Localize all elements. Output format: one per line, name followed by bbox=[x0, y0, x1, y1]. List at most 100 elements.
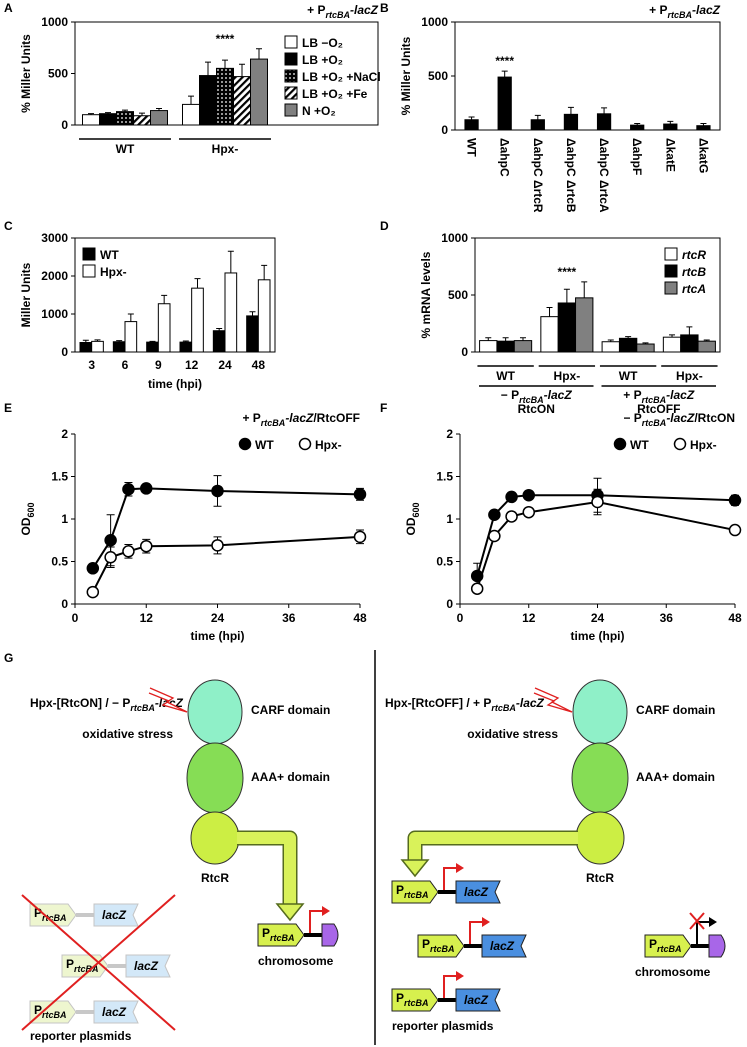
marker bbox=[104, 551, 117, 564]
error-bar bbox=[485, 337, 492, 341]
bar bbox=[662, 336, 682, 353]
supergroup-label: + PrtcBA-lacZ bbox=[623, 388, 695, 405]
text-part: OD bbox=[19, 517, 33, 535]
panel-letter: B bbox=[380, 1, 389, 15]
marker bbox=[122, 483, 135, 496]
error-bar bbox=[625, 336, 632, 339]
text-part: P bbox=[422, 937, 430, 951]
panel-letter: E bbox=[4, 401, 12, 415]
marker bbox=[488, 529, 501, 543]
gene-label: lacZ bbox=[134, 959, 159, 973]
marker bbox=[104, 534, 117, 547]
legend-label: WT bbox=[100, 248, 119, 262]
dna-binding-domain bbox=[575, 811, 625, 865]
legend-label: WT bbox=[630, 438, 649, 452]
x-tick-label: 48 bbox=[353, 611, 367, 625]
error-bar bbox=[139, 112, 145, 116]
gene bbox=[708, 934, 726, 958]
promoter-arrow bbox=[309, 910, 324, 933]
text-part: P bbox=[34, 906, 42, 920]
bar bbox=[530, 119, 545, 131]
y-tick-label: 1.5 bbox=[51, 470, 68, 484]
text-part: rtcBA bbox=[642, 418, 667, 428]
panel-letter: G bbox=[4, 651, 13, 665]
bar bbox=[224, 272, 238, 353]
legend-label: rtcR bbox=[682, 248, 706, 262]
promoter-arrowhead bbox=[482, 917, 490, 927]
connector bbox=[438, 890, 456, 894]
error-bar bbox=[703, 339, 710, 342]
text-part: -lacZ bbox=[516, 696, 545, 710]
supergroup-sublabel: RtcOFF bbox=[637, 402, 680, 416]
activation-arrowhead bbox=[275, 903, 305, 922]
category-label: ΔkatG bbox=[696, 138, 710, 173]
text-part: -lacZ bbox=[285, 411, 314, 425]
error-bar bbox=[156, 108, 162, 111]
marker bbox=[470, 569, 484, 583]
chart-header: + PrtcBA-lacZ bbox=[307, 3, 379, 20]
stress-bolt bbox=[148, 687, 188, 713]
supergroup-label: − PrtcBA-lacZ bbox=[501, 388, 573, 405]
y-tick-label: 0 bbox=[441, 123, 448, 137]
promoter-label: PrtcBA bbox=[396, 883, 429, 900]
text-part: -lacZ bbox=[666, 388, 695, 402]
domain-label: CARF domain bbox=[251, 703, 330, 717]
error-bar bbox=[227, 250, 234, 273]
promoter bbox=[257, 923, 305, 947]
text-part: P bbox=[262, 926, 270, 940]
category-label: ΔahpC bbox=[498, 138, 512, 177]
series-line bbox=[476, 494, 736, 577]
text-part: rtcBA bbox=[491, 703, 516, 713]
chart-header: + PrtcBA-lacZ/RtcOFF bbox=[242, 411, 360, 428]
y-tick-label: 1000 bbox=[41, 15, 68, 29]
text-part: − P bbox=[623, 411, 641, 425]
x-tick-label: 48 bbox=[728, 611, 742, 625]
category-label: Hpx- bbox=[554, 369, 581, 383]
marker bbox=[211, 484, 224, 498]
bar bbox=[79, 342, 93, 353]
error-bar bbox=[194, 278, 201, 289]
bar bbox=[618, 337, 638, 353]
legend-swatch bbox=[284, 86, 298, 100]
significance: **** bbox=[558, 265, 577, 279]
category-label: 48 bbox=[252, 358, 266, 372]
category-label: 24 bbox=[218, 358, 232, 372]
x-tick-label: 12 bbox=[140, 611, 154, 625]
bar bbox=[497, 76, 512, 131]
connector bbox=[691, 944, 709, 948]
error-bar bbox=[534, 114, 541, 120]
activation-arrow-outline bbox=[237, 830, 298, 905]
bar bbox=[596, 113, 612, 131]
marker bbox=[86, 585, 100, 599]
bar bbox=[513, 340, 533, 353]
error-bar bbox=[501, 70, 508, 78]
chart-header: − PrtcBA-lacZ/RtcON bbox=[623, 411, 735, 428]
y-tick-label: 2 bbox=[446, 427, 453, 441]
text-part: + P bbox=[649, 3, 667, 17]
error-bar bbox=[700, 123, 707, 126]
aaa-domain bbox=[186, 742, 244, 814]
activation-arrow bbox=[237, 832, 296, 905]
significance: **** bbox=[495, 54, 514, 68]
promoter-label: PrtcBA bbox=[34, 1003, 67, 1020]
promoter-label: PrtcBA bbox=[262, 926, 295, 943]
text-part: rtcBA bbox=[657, 944, 682, 954]
legend-label: Hpx- bbox=[100, 265, 127, 279]
error-bar bbox=[607, 339, 614, 342]
x-tick-label: 36 bbox=[660, 611, 674, 625]
text-part: rtcBA bbox=[42, 913, 67, 923]
error-bar bbox=[634, 123, 641, 126]
text-part: Hpx-[RtcON] / − P bbox=[30, 696, 130, 710]
text-part: rtcBA bbox=[642, 395, 667, 405]
error-bar bbox=[188, 95, 194, 105]
marker bbox=[211, 539, 224, 552]
gene bbox=[455, 880, 501, 904]
y-tick-label: 0 bbox=[61, 118, 68, 132]
text-part: -lacZ bbox=[350, 3, 379, 17]
legend-marker bbox=[673, 437, 687, 451]
promoter-arrowhead bbox=[709, 917, 717, 927]
gene bbox=[455, 988, 501, 1012]
error-bar bbox=[581, 281, 588, 298]
marker bbox=[522, 505, 535, 519]
